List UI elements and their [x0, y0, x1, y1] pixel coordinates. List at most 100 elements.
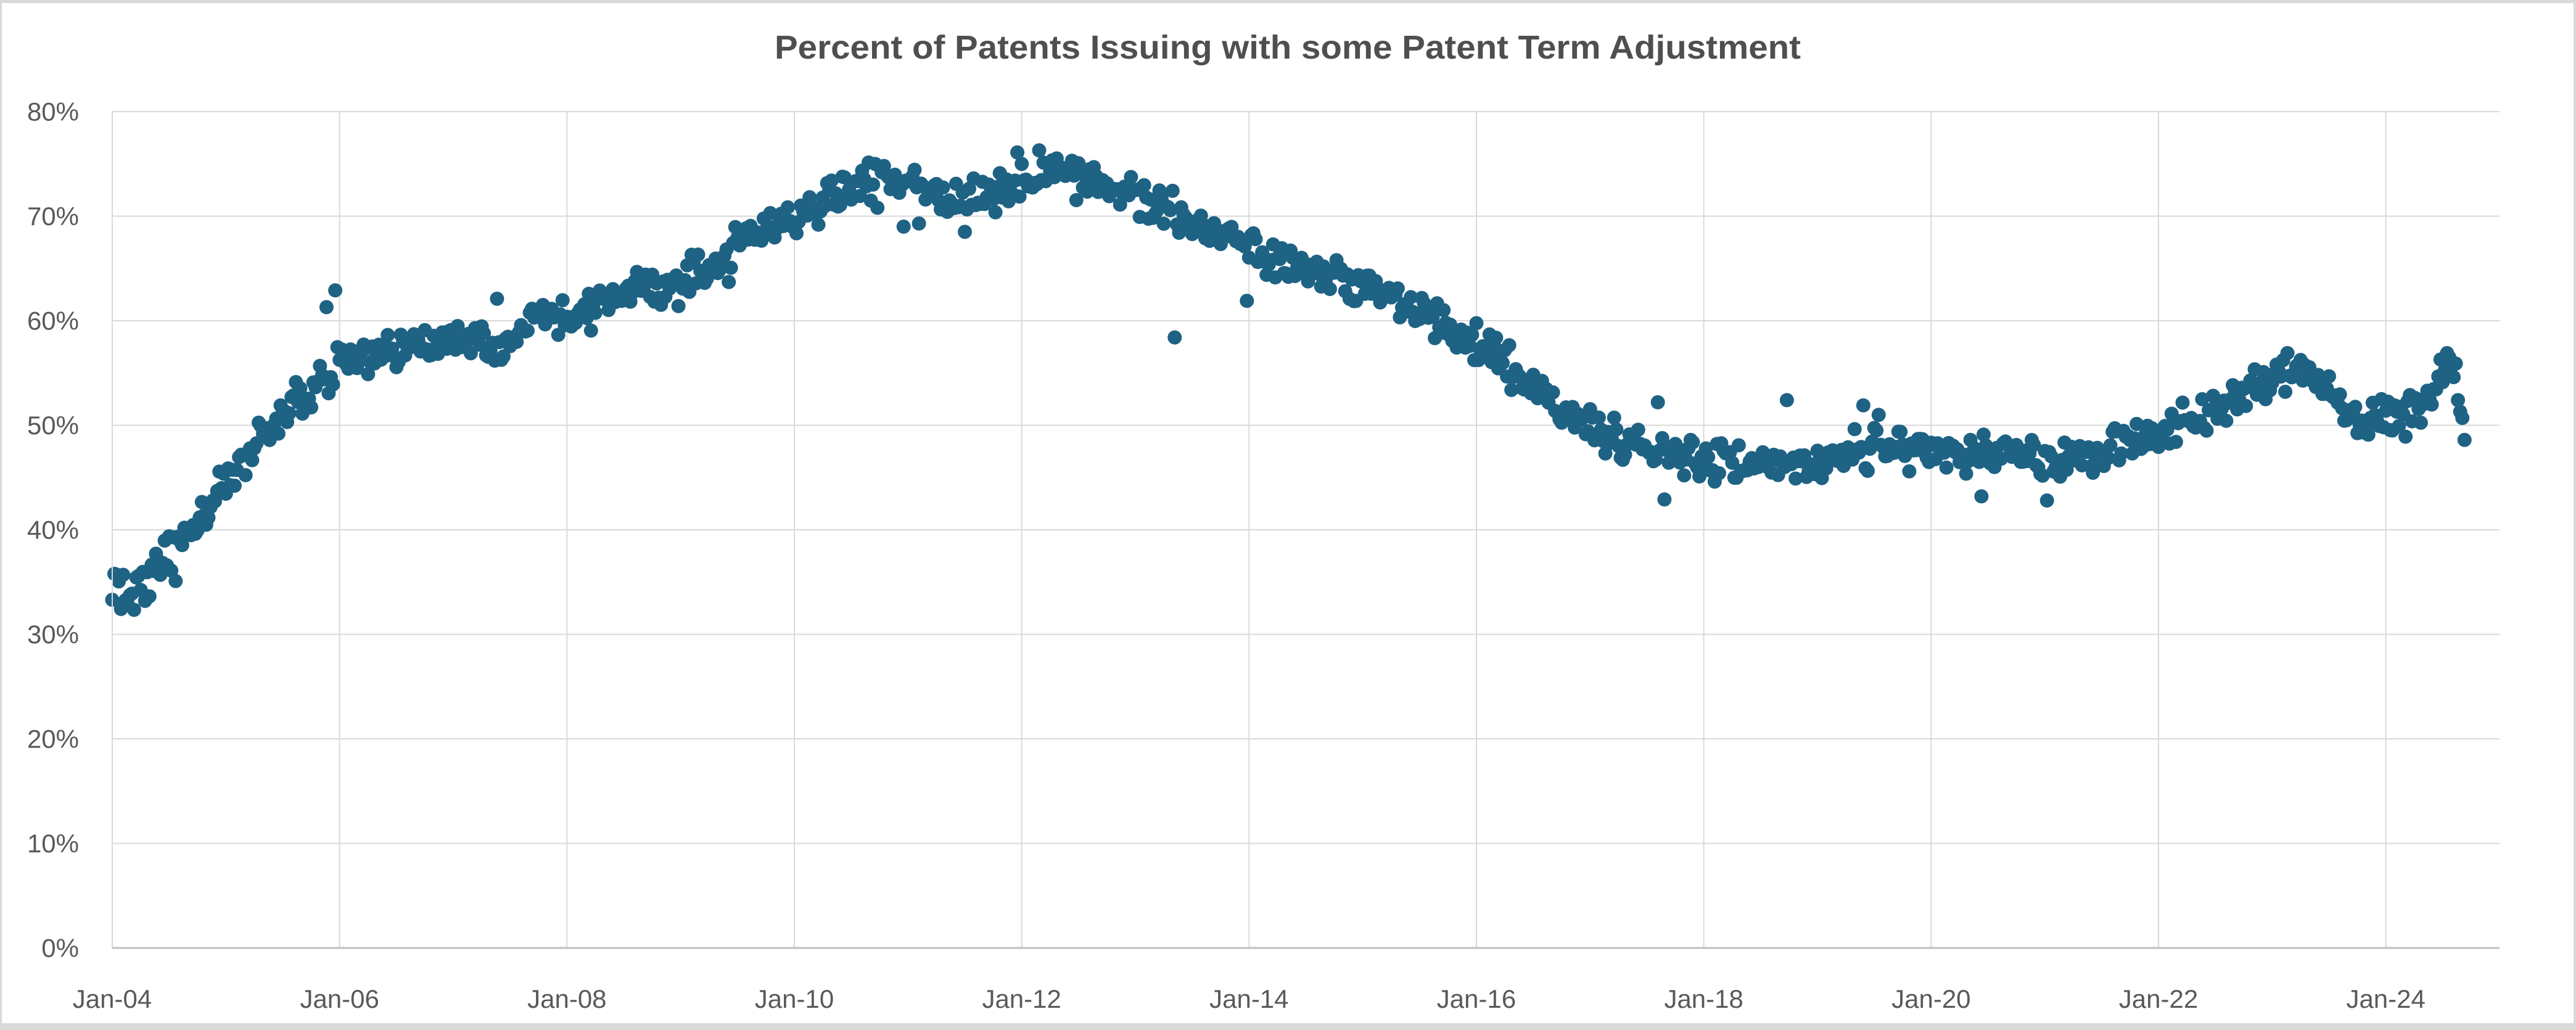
data-point: [1240, 294, 1254, 308]
data-point: [2219, 413, 2234, 428]
x-tick-label: Jan-14: [1209, 984, 1288, 1013]
data-point: [896, 220, 911, 234]
data-point: [201, 510, 216, 525]
y-tick-label: 40%: [27, 516, 79, 545]
data-point: [1425, 310, 1440, 324]
data-point: [1869, 423, 1884, 438]
data-point: [2130, 416, 2144, 431]
data-point: [496, 349, 511, 364]
data-point: [1465, 328, 1479, 342]
data-point: [1502, 338, 1516, 353]
y-tick-label: 20%: [27, 725, 79, 754]
data-point: [588, 305, 603, 320]
data-point: [2103, 438, 2118, 453]
data-point: [1165, 183, 1180, 198]
data-point: [1650, 395, 1665, 410]
data-point: [2322, 369, 2336, 384]
data-point: [2151, 440, 2166, 455]
y-tick-label: 60%: [27, 307, 79, 336]
data-point: [2035, 468, 2050, 483]
data-point: [2278, 384, 2293, 399]
data-point: [2398, 429, 2413, 444]
data-point: [282, 406, 297, 421]
data-point: [811, 217, 826, 232]
data-point: [1496, 356, 1510, 370]
data-point: [2448, 356, 2463, 371]
data-point: [1976, 427, 1991, 442]
data-point: [671, 299, 686, 313]
data-point: [1248, 232, 1263, 247]
data-point: [1137, 178, 1151, 192]
y-tick-label: 30%: [27, 620, 79, 649]
x-tick-label: Jan-12: [982, 984, 1061, 1013]
data-point: [1489, 331, 1504, 345]
data-point: [126, 603, 141, 617]
data-point: [1755, 445, 1770, 459]
chart-title: Percent of Patents Issuing with some Pat…: [775, 29, 1801, 66]
data-point: [1847, 422, 1862, 437]
data-point: [2424, 397, 2439, 412]
data-point: [780, 200, 795, 215]
data-point: [142, 589, 157, 604]
data-point: [1655, 431, 1669, 445]
x-tick-label: Jan-24: [2346, 984, 2425, 1013]
data-point: [319, 300, 334, 315]
data-point: [2332, 387, 2347, 402]
data-point: [175, 538, 189, 553]
data-point: [1939, 460, 1954, 475]
data-point: [1902, 464, 1917, 479]
data-point: [988, 205, 1003, 220]
data-point: [1193, 208, 1208, 223]
scatter-points: [105, 143, 2472, 617]
data-point: [472, 337, 487, 352]
data-point: [1010, 145, 1025, 160]
data-point: [1677, 468, 1692, 483]
data-point: [722, 274, 736, 289]
x-tick-label: Jan-20: [1891, 984, 1970, 1013]
x-tick-label: Jan-10: [755, 984, 834, 1013]
data-point: [2175, 395, 2190, 410]
data-point: [1012, 189, 1027, 204]
data-point: [2457, 432, 2472, 447]
data-point: [328, 283, 343, 298]
y-axis-labels: 0% 10% 20% 30% 40% 50% 60% 70% 80%: [27, 97, 79, 963]
data-point: [1032, 143, 1047, 158]
data-point: [837, 170, 852, 185]
data-point: [583, 323, 598, 338]
data-point: [1657, 492, 1672, 507]
data-point: [1237, 239, 1252, 253]
data-point: [304, 400, 319, 414]
data-point: [116, 567, 131, 582]
data-point: [1167, 330, 1182, 345]
data-point: [763, 206, 778, 220]
y-tick-label: 70%: [27, 202, 79, 231]
data-point: [1607, 410, 1621, 425]
data-point: [2114, 446, 2129, 461]
data-point: [866, 177, 881, 192]
data-point: [381, 328, 395, 342]
axis-lines: [112, 112, 2500, 949]
data-point: [1731, 438, 1746, 453]
data-point: [1272, 252, 1287, 266]
data-point: [2027, 437, 2041, 452]
data-point: [1504, 382, 1519, 397]
x-axis-labels: Jan-04 Jan-06 Jan-08 Jan-10 Jan-12 Jan-14 Jan-…: [73, 984, 2426, 1013]
data-point: [1545, 385, 1560, 400]
y-tick-label: 10%: [27, 829, 79, 858]
data-point: [245, 453, 260, 468]
data-point: [828, 186, 843, 201]
data-point: [1113, 197, 1127, 212]
data-point: [1893, 424, 1908, 439]
data-point: [2435, 375, 2450, 390]
data-point: [477, 326, 492, 340]
data-point: [2044, 449, 2059, 464]
data-point: [2413, 415, 2428, 430]
data-point: [1974, 489, 1989, 504]
data-point: [326, 377, 340, 392]
data-point: [168, 574, 183, 588]
gridlines: [112, 111, 2500, 948]
data-point: [555, 293, 570, 308]
window-edge-left: [0, 0, 2, 1030]
x-tick-label: Jan-22: [2119, 984, 2198, 1013]
